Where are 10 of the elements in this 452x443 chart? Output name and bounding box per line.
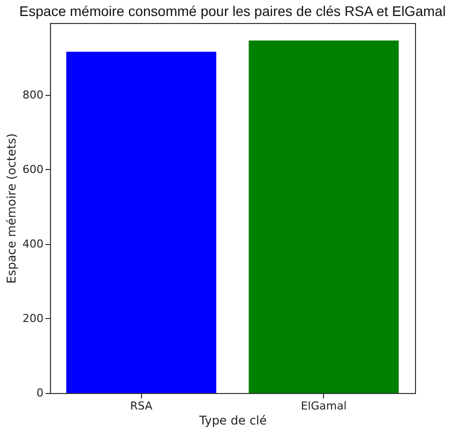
y-tick-label: 400 bbox=[22, 237, 44, 250]
x-axis-title: Type de clé bbox=[198, 414, 267, 428]
x-tick-label: RSA bbox=[130, 400, 153, 412]
y-tick-label: 600 bbox=[22, 162, 44, 176]
chart-title: Espace mémoire consommé pour les paires de clés RSA et ElGamal bbox=[19, 3, 446, 19]
y-tick-label: 800 bbox=[22, 88, 44, 102]
y-axis-title: Espace mémoire (octets) bbox=[4, 133, 19, 284]
y-tick-label: 200 bbox=[22, 312, 44, 325]
x-tick-label: ElGamal bbox=[300, 400, 347, 412]
y-tick-label: 0 bbox=[36, 386, 44, 400]
